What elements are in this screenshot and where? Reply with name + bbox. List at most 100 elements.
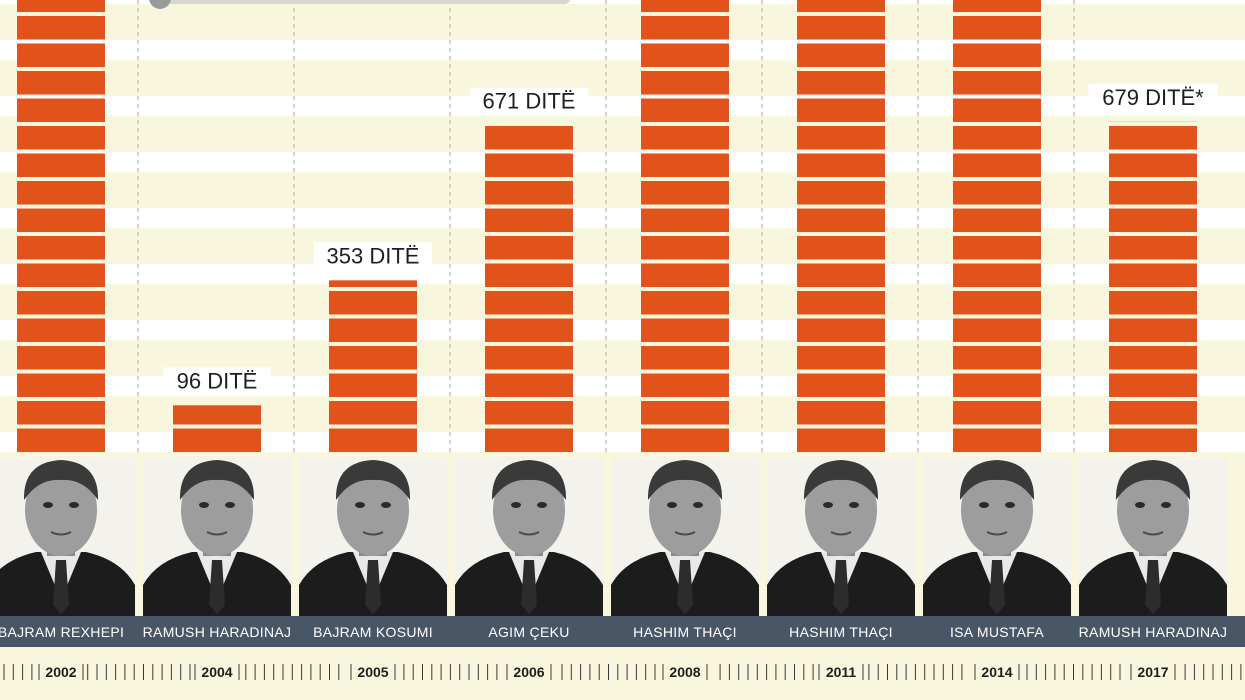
bar-segment-2002-9 — [17, 181, 105, 205]
year-label-2006: 2006 — [513, 664, 544, 680]
portrait-eye-right-6 — [1005, 502, 1015, 508]
portrait-7 — [1079, 458, 1227, 616]
bar-segment-2011-3 — [797, 346, 885, 370]
bar-segment-2008-10 — [641, 153, 729, 177]
portrait-mouth-3 — [518, 531, 540, 536]
bar-segment-2006-5 — [485, 291, 573, 315]
bar-segment-2008-9 — [641, 181, 729, 205]
scroll-track — [150, 0, 570, 4]
bar-segment-2017-5 — [1109, 291, 1197, 315]
bar-segment-2005-0 — [329, 428, 417, 452]
bar-segment-2011-2 — [797, 373, 885, 397]
portrait-eye-left-5 — [823, 502, 833, 508]
bar-segment-2017-2 — [1109, 373, 1197, 397]
portrait-hair-2 — [335, 460, 411, 500]
bar-segment-2014-11 — [953, 126, 1041, 150]
stripe-4 — [0, 208, 1245, 228]
bar-segment-2017-7 — [1109, 236, 1197, 260]
bar-segment-2014-5 — [953, 291, 1041, 315]
portrait-6 — [923, 458, 1071, 616]
bar-segment-2014-14 — [953, 43, 1041, 67]
bar-segment-2002-13 — [17, 71, 105, 95]
portrait-tie-2 — [365, 560, 381, 614]
stripe-8 — [0, 432, 1245, 452]
bar-segment-2011-6 — [797, 263, 885, 287]
bar-segment-2002-7 — [17, 236, 105, 260]
portrait-mouth-2 — [362, 531, 384, 536]
bar-segment-2006-11 — [485, 126, 573, 150]
bar-segment-2006-1 — [485, 401, 573, 425]
year-label-2002: 2002 — [45, 664, 76, 680]
bar-segment-2014-7 — [953, 236, 1041, 260]
column-dividers — [137, 0, 1075, 455]
portrait-eye-left-1 — [199, 502, 209, 508]
bar-segment-2011-14 — [797, 43, 885, 67]
bar-segment-2017-1 — [1109, 401, 1197, 425]
portrait-head-3 — [493, 464, 565, 556]
bar-segment-2008-11 — [641, 126, 729, 150]
portrait-mouth-5 — [830, 531, 852, 536]
portrait-hair-0 — [23, 460, 99, 500]
bar-2014 — [953, 0, 1041, 452]
bar-segment-2014-12 — [953, 98, 1041, 122]
bar-segment-2014-9 — [953, 181, 1041, 205]
stripe-1 — [0, 40, 1245, 60]
bar-segment-2006-4 — [485, 318, 573, 342]
bar-segment-2014-2 — [953, 373, 1041, 397]
bar-segment-2014-13 — [953, 71, 1041, 95]
timeline-background — [0, 647, 1245, 700]
portrait-eye-left-0 — [43, 502, 53, 508]
bar-segment-2014-10 — [953, 153, 1041, 177]
portrait-mouth-7 — [1142, 531, 1164, 536]
bar-segment-2008-4 — [641, 318, 729, 342]
bar-segment-2011-12 — [797, 98, 885, 122]
portrait-0 — [0, 458, 135, 616]
year-label-2008: 2008 — [669, 664, 700, 680]
bar-segment-2005-6 — [329, 280, 417, 287]
portrait-tie-3 — [521, 560, 537, 614]
bar-segment-2017-0 — [1109, 428, 1197, 452]
portrait-mouth-1 — [206, 531, 228, 536]
bar-segment-2002-4 — [17, 318, 105, 342]
portrait-hair-4 — [647, 460, 723, 500]
portrait-eye-left-3 — [511, 502, 521, 508]
year-label-2011: 2011 — [826, 664, 857, 680]
portrait-hair-5 — [803, 460, 879, 500]
year-label-2005: 2005 — [357, 664, 388, 680]
bar-segment-2002-2 — [17, 373, 105, 397]
data-label-2004: 96 DITË — [177, 368, 258, 393]
name-label-3: AGIM ÇEKU — [488, 624, 569, 640]
bar-segment-2004-1 — [173, 405, 261, 425]
data-labels: 96 DITË 353 DITË 671 DITË 679 DITË* — [163, 83, 1218, 396]
bar-segment-2005-2 — [329, 373, 417, 397]
bar-segment-2002-16 — [17, 0, 105, 12]
data-label-2017: 679 DITË* — [1102, 85, 1204, 110]
stripe-0 — [0, 0, 1245, 4]
bar-segment-2011-4 — [797, 318, 885, 342]
bar-2005 — [329, 280, 417, 452]
portrait-eye-right-0 — [69, 502, 79, 508]
portrait-eye-right-3 — [537, 502, 547, 508]
bar-segment-2002-10 — [17, 153, 105, 177]
portrait-hair-3 — [491, 460, 567, 500]
bar-segment-2014-4 — [953, 318, 1041, 342]
bar-segment-2005-3 — [329, 346, 417, 370]
portrait-hair-6 — [959, 460, 1035, 500]
stripe-5 — [0, 264, 1245, 284]
name-label-5: HASHIM THAÇI — [789, 624, 893, 640]
bar-segment-2006-6 — [485, 263, 573, 287]
bar-segment-2011-7 — [797, 236, 885, 260]
bar-segment-2008-13 — [641, 71, 729, 95]
bar-segment-2006-0 — [485, 428, 573, 452]
portrait-hair-7 — [1115, 460, 1191, 500]
bar-segment-2002-14 — [17, 43, 105, 67]
bar-segment-2008-3 — [641, 346, 729, 370]
bar-segment-2014-15 — [953, 16, 1041, 40]
name-labels: BAJRAM REXHEPI RAMUSH HARADINAJ BAJRAM KOS… — [0, 624, 1227, 640]
stripe-6 — [0, 320, 1245, 340]
portrait-eye-left-4 — [667, 502, 677, 508]
year-label-2004: 2004 — [201, 664, 232, 680]
bar-2004 — [173, 405, 261, 452]
bar-segment-2011-10 — [797, 153, 885, 177]
bar-segment-2011-13 — [797, 71, 885, 95]
